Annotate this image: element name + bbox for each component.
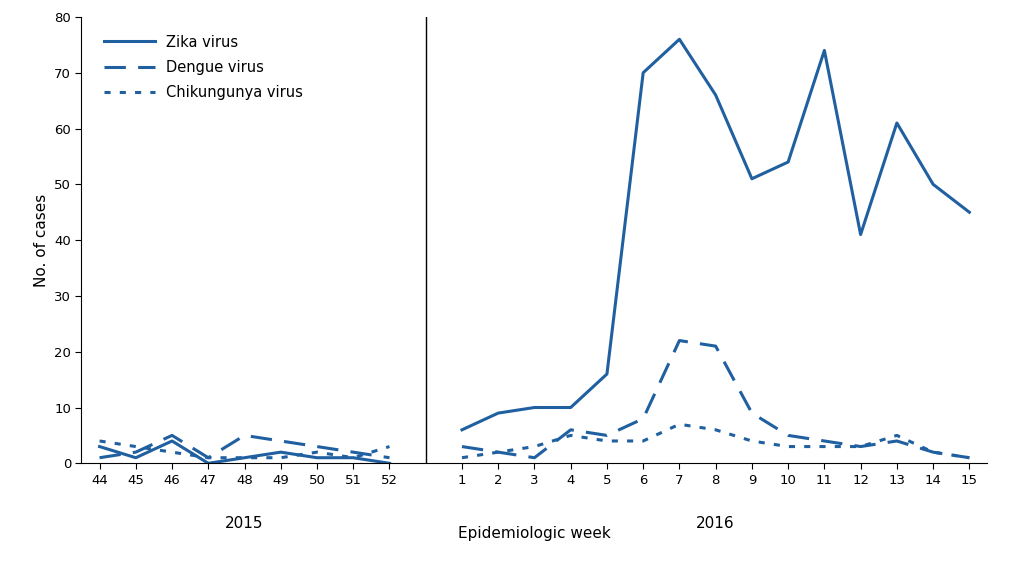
Text: 2015: 2015 — [225, 516, 264, 531]
Legend: Zika virus, Dengue virus, Chikungunya virus: Zika virus, Dengue virus, Chikungunya vi… — [98, 29, 309, 106]
Y-axis label: No. of cases: No. of cases — [34, 193, 49, 287]
Text: 2016: 2016 — [696, 516, 735, 531]
X-axis label: Epidemiologic week: Epidemiologic week — [458, 525, 611, 541]
